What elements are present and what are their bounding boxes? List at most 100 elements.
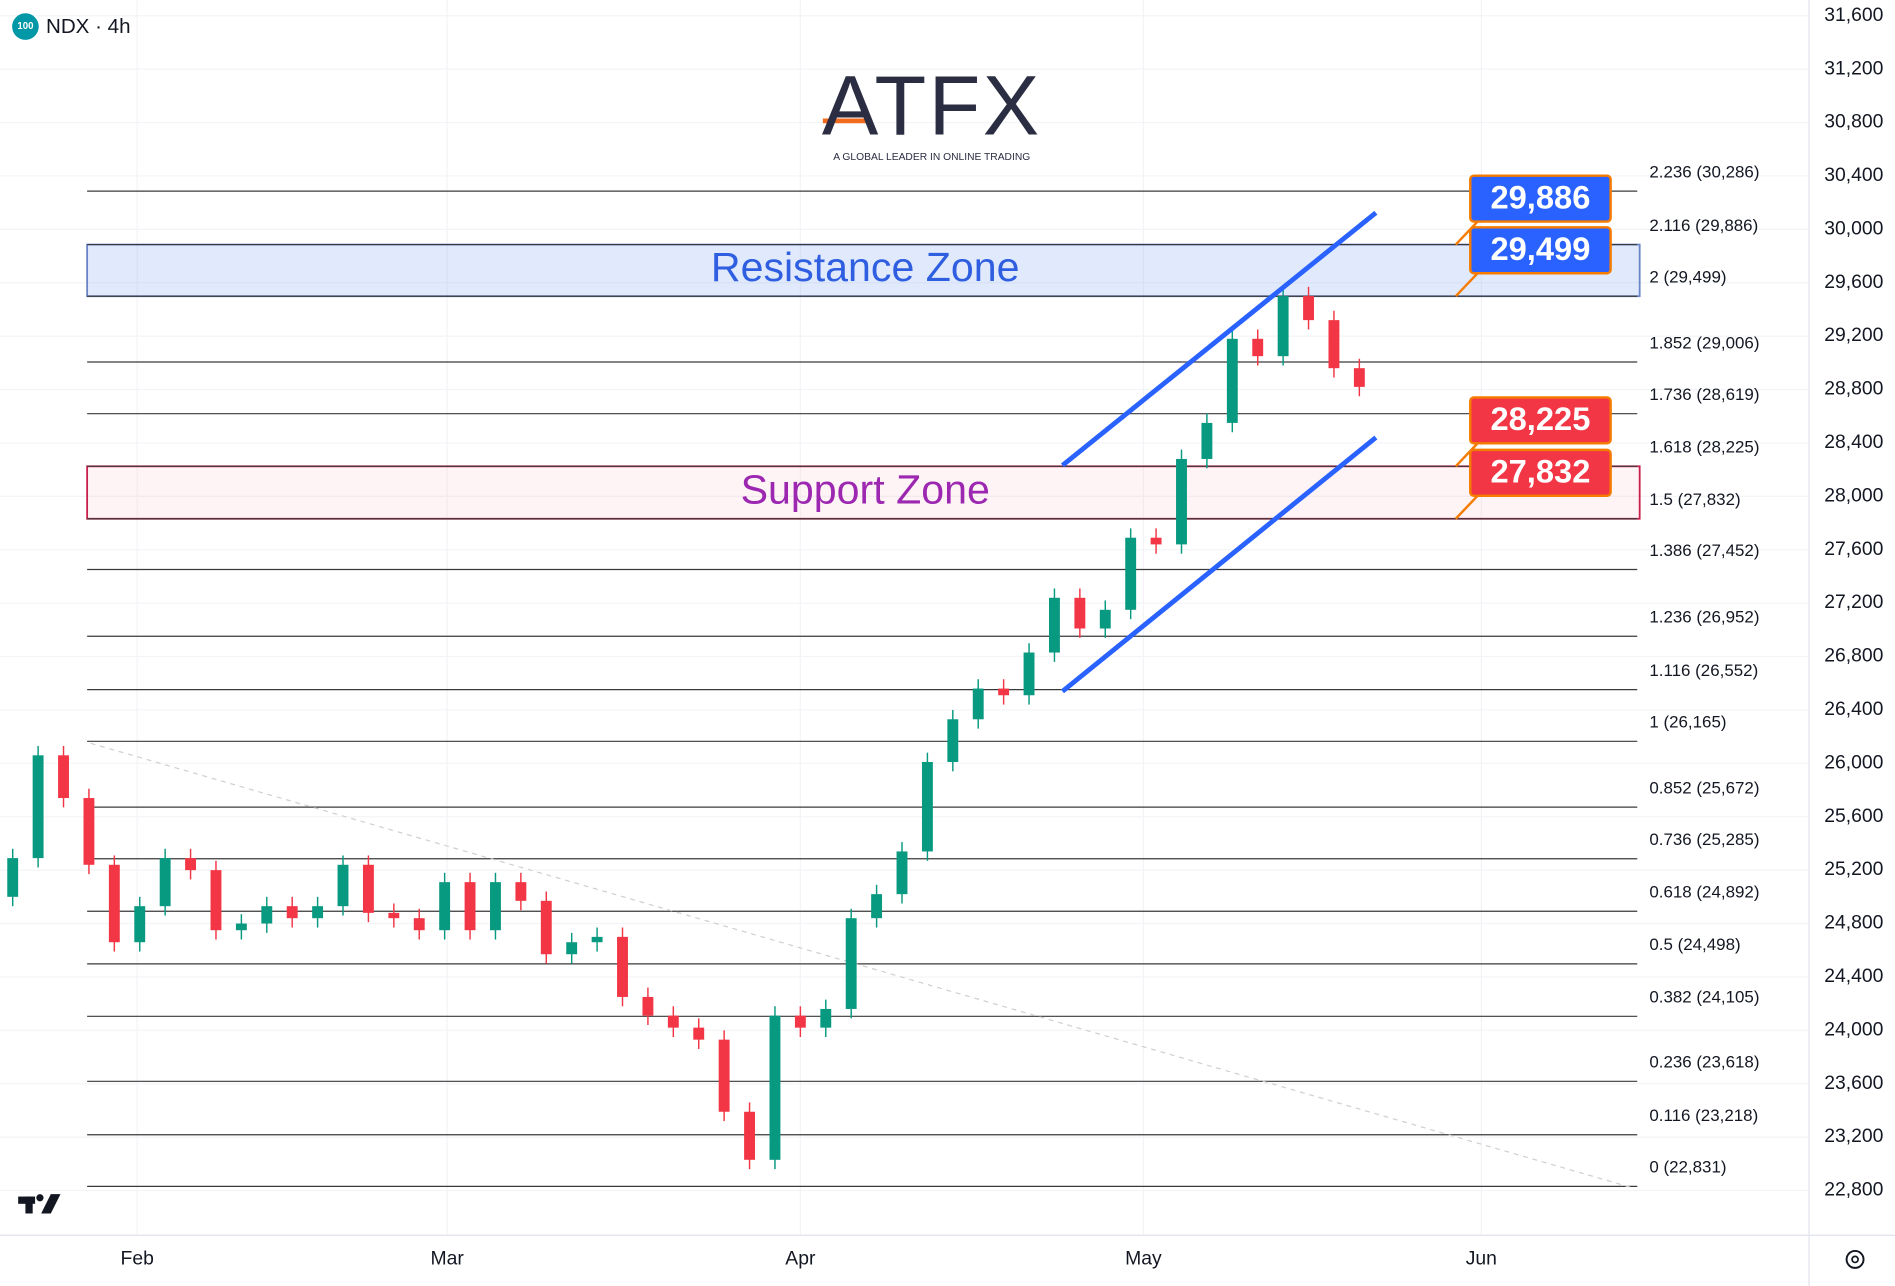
candle-body xyxy=(540,900,552,955)
candle-body xyxy=(464,882,476,931)
channel-lower xyxy=(1060,435,1378,694)
candle-body xyxy=(261,906,273,924)
tag-leader xyxy=(1454,271,1480,298)
logo-tagline: A GLOBAL LEADER IN ONLINE TRADING xyxy=(833,152,1030,163)
candle-body xyxy=(896,851,908,895)
x-tick-label: Feb xyxy=(121,1248,154,1270)
trend-line xyxy=(90,742,1634,1189)
tv-logo xyxy=(18,1194,61,1214)
badge-text: 100 xyxy=(17,21,33,32)
candle-body xyxy=(1150,537,1162,545)
candle-body xyxy=(718,1039,730,1112)
axis-layer: 22,800 23,200 23,600 24,000 24,400 24,800 25,2… xyxy=(121,4,1884,1270)
y-tick-label: 28,400 xyxy=(1824,431,1883,453)
candle-body xyxy=(1303,296,1314,321)
candle-body xyxy=(286,906,298,919)
candle-body xyxy=(490,882,501,931)
symbol-title[interactable]: NDX · 4h xyxy=(46,15,131,38)
candle-body xyxy=(693,1027,705,1040)
fib-label: 0.852 (25,672) xyxy=(1649,778,1759,797)
candle-body xyxy=(1277,296,1289,357)
fib-label: 1.386 (27,452) xyxy=(1649,541,1759,560)
candle-body xyxy=(159,858,171,907)
y-tick-label: 26,800 xyxy=(1824,645,1883,667)
candle-body xyxy=(413,918,425,931)
y-tick-label: 25,600 xyxy=(1824,805,1883,827)
y-tick-label: 30,000 xyxy=(1824,217,1883,239)
price-tag xyxy=(1469,448,1612,498)
fib-label: 1.116 (26,552) xyxy=(1649,661,1758,680)
x-tick-label: May xyxy=(1125,1248,1162,1270)
price-tag xyxy=(1469,226,1612,275)
y-tick-label: 29,200 xyxy=(1824,324,1883,346)
zone xyxy=(86,243,1641,298)
candle-body xyxy=(921,761,933,852)
candle-body xyxy=(58,755,69,799)
candle-body xyxy=(845,918,857,1009)
fib-label: 2 (29,499) xyxy=(1649,268,1726,287)
y-tick-label: 25,200 xyxy=(1824,858,1883,880)
fib-label: 0.382 (24,105) xyxy=(1649,988,1759,1007)
fib-label: 1 (26,165) xyxy=(1649,713,1726,732)
price-tag-label: 27,832 xyxy=(1490,453,1590,490)
candle-body xyxy=(32,755,44,859)
candle-body xyxy=(794,1015,806,1028)
fib-label: 0.236 (23,618) xyxy=(1649,1053,1759,1072)
candle-body xyxy=(1176,458,1187,545)
settings-icon-center xyxy=(1851,1255,1859,1264)
candle-body xyxy=(1328,320,1340,369)
zone xyxy=(86,465,1641,520)
settings-icon[interactable] xyxy=(1845,1249,1865,1269)
tag-leader xyxy=(1454,441,1480,468)
y-tick-label: 28,000 xyxy=(1824,484,1883,506)
candle-body xyxy=(1099,609,1111,629)
candle-body xyxy=(185,858,197,871)
candle-body xyxy=(1353,368,1365,387)
fib-layer: Resistance Zone Support Zone 2.236 (30,286… xyxy=(86,163,1759,1187)
candle-body xyxy=(83,798,95,865)
y-tick-label: 26,400 xyxy=(1824,698,1883,720)
y-tick-label: 27,600 xyxy=(1824,538,1883,560)
y-tick-label: 23,200 xyxy=(1824,1125,1883,1147)
fib-label: 1.5 (27,832) xyxy=(1649,490,1740,509)
x-tick-label: Jun xyxy=(1466,1248,1497,1270)
candle-body xyxy=(388,912,400,919)
y-tick-label: 28,800 xyxy=(1824,378,1883,400)
fib-label: 1.618 (28,225) xyxy=(1649,438,1759,457)
candle-body xyxy=(439,882,451,931)
candle-body xyxy=(947,719,959,762)
candle-body xyxy=(566,942,578,955)
candle-body xyxy=(1049,597,1060,653)
candle-body xyxy=(591,936,603,943)
candle-body xyxy=(972,688,984,720)
price-tag-label: 29,499 xyxy=(1490,230,1590,267)
zone-label: Support Zone xyxy=(741,466,990,512)
y-tick-label: 24,400 xyxy=(1824,965,1883,987)
tag-layer: 29,886 29,499 28,225 27,832 xyxy=(1454,174,1612,520)
tag-leader xyxy=(1454,219,1480,246)
candle-layer xyxy=(7,286,1365,1170)
candle-body xyxy=(1125,537,1137,610)
price-tag xyxy=(1469,396,1612,445)
candle-body xyxy=(1023,652,1035,696)
fib-label: 0.618 (24,892) xyxy=(1649,883,1759,902)
fib-label: 1.736 (28,619) xyxy=(1649,385,1759,404)
candle-body xyxy=(744,1111,755,1160)
candle-body xyxy=(871,894,883,919)
y-tick-label: 30,400 xyxy=(1824,164,1883,186)
candle-body xyxy=(7,858,19,897)
fib-label: 0.116 (23,218) xyxy=(1649,1106,1758,1125)
candle-body xyxy=(642,996,654,1016)
fib-label: 0.736 (25,285) xyxy=(1649,830,1759,849)
candle-body xyxy=(1074,597,1086,629)
x-tick-label: Apr xyxy=(785,1248,816,1270)
candle-body xyxy=(210,870,222,931)
channel-upper xyxy=(1060,210,1378,468)
tag-leader xyxy=(1454,493,1480,520)
fib-label: 0 (22,831) xyxy=(1649,1158,1726,1177)
fib-label: 2.116 (29,886) xyxy=(1649,216,1758,235)
y-tick-label: 24,800 xyxy=(1824,912,1883,934)
candle-body xyxy=(362,864,374,913)
